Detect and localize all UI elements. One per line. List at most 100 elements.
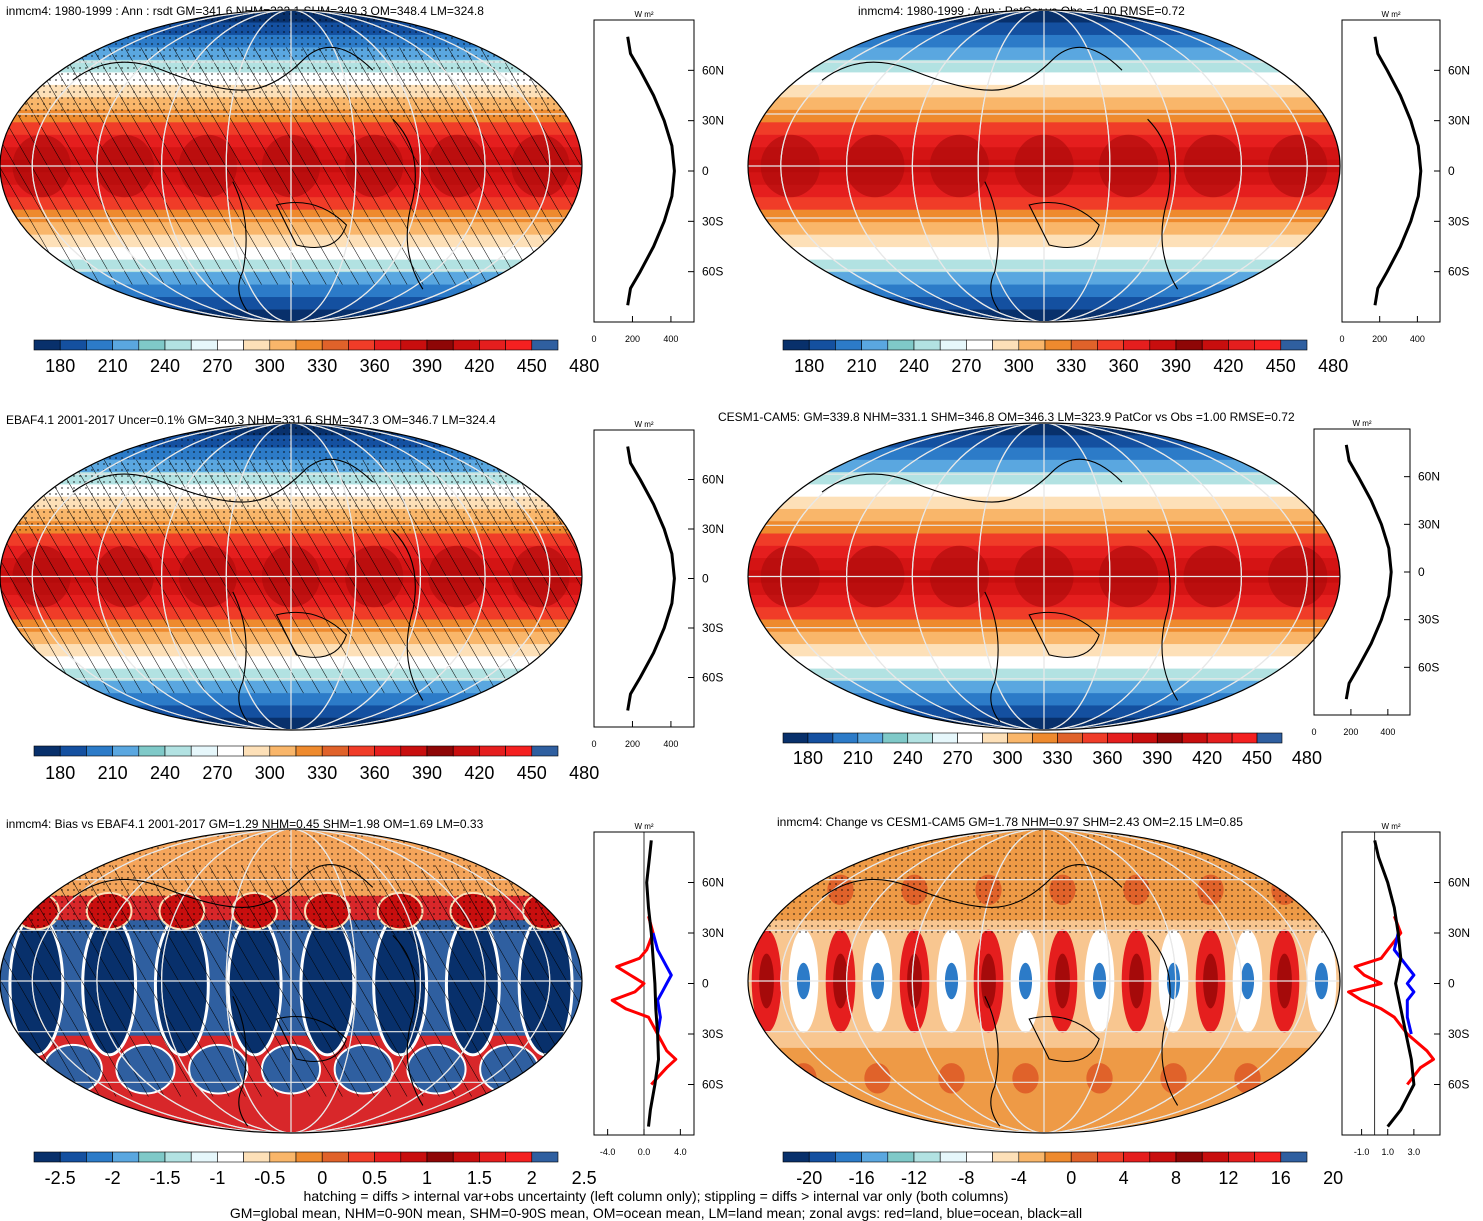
zonal-ylabel: 30N	[1418, 517, 1440, 531]
colorbar-tick-label: -20	[796, 1168, 822, 1188]
colorbar-swatch	[479, 745, 506, 757]
zonal-unit-label: W m²	[634, 420, 653, 429]
zonal-plot-bottom-right: W m² 60N 30N 0 30S 60S -1.0 1.0 3.0	[1341, 822, 1470, 1157]
zonal-frame	[593, 19, 695, 323]
zonal-ylabel: 60S	[1418, 660, 1439, 674]
map-coastline	[984, 591, 1001, 723]
colorbar-swatch	[321, 1151, 349, 1163]
map-coastline	[72, 864, 374, 908]
map-graticule-lon	[160, 423, 422, 730]
map-bottom-right	[747, 828, 1341, 1134]
zonal-ylabel: 30N	[1448, 114, 1470, 128]
map-graticule-lon	[977, 10, 1111, 322]
map-coastline	[1147, 935, 1179, 1106]
map-blob	[753, 874, 780, 905]
colorbar-swatch	[1181, 732, 1208, 744]
map-graticule-lon	[977, 829, 1111, 1133]
colorbar-swatch	[1123, 339, 1151, 351]
colorbar-swatch	[374, 1151, 402, 1163]
colorbar-swatch	[452, 339, 480, 351]
colorbar-tick-label: 4	[1119, 1168, 1129, 1188]
colorbar-swatch	[505, 745, 533, 757]
colorbar-swatch	[138, 1151, 166, 1163]
zonal-line-land	[1347, 915, 1435, 1086]
colorbar-tick-label: 1.5	[467, 1168, 492, 1188]
colorbar-tick-label: 12	[1218, 1168, 1238, 1188]
map-coastline	[1028, 611, 1100, 658]
colorbar-tick-label: 420	[464, 763, 494, 783]
colorbar-tick-label: -0.5	[254, 1168, 285, 1188]
colorbar-swatch	[857, 732, 884, 744]
colorbar-swatch	[531, 1151, 559, 1163]
colorbar-swatch	[59, 1151, 87, 1163]
map-coastline	[392, 118, 424, 290]
map-graticule-lon	[225, 423, 357, 730]
map-coastline	[232, 181, 249, 312]
colorbar-tick-label: 300	[255, 356, 285, 376]
map-coastline	[392, 530, 424, 701]
map-graticule-lon	[160, 829, 422, 1133]
zonal-xlabel: -4.0	[600, 1147, 616, 1157]
map-graticule-lon	[160, 10, 422, 322]
colorbar-tick-label: 360	[360, 356, 390, 376]
zonal-ylabel: 30S	[702, 1027, 723, 1041]
colorbar-tick-label: 450	[1242, 748, 1272, 768]
colorbar-swatch	[479, 1151, 506, 1163]
colorbar-tick-label: 240	[150, 356, 180, 376]
map-graticule-lon	[845, 829, 1243, 1133]
zonal-ylabel: 30S	[1448, 214, 1469, 228]
map-graticule-lon	[911, 423, 1177, 730]
map-outline	[0, 828, 583, 1134]
zonal-ylabel: 0	[1418, 565, 1425, 579]
colorbar-tick-label: 420	[1213, 356, 1243, 376]
map-graticule-lon	[780, 10, 1308, 322]
zonal-frame	[1341, 19, 1441, 323]
map-coastline	[821, 458, 1123, 503]
map-blob	[551, 1043, 582, 1095]
colorbar-tick-label: 330	[1056, 356, 1086, 376]
colorbar-tick-label: 240	[150, 763, 180, 783]
map-coastline	[232, 995, 249, 1127]
colorbar-swatch	[887, 339, 915, 351]
zonal-xlabel: 200	[1343, 727, 1358, 737]
map-graticule-lon	[96, 10, 486, 322]
colorbar-swatch	[452, 1151, 480, 1163]
colorbar-tick-label: 270	[951, 356, 981, 376]
colorbar-tick-label: 180	[794, 356, 824, 376]
colorbar-swatch	[782, 339, 810, 351]
colorbar-tick-label: 270	[943, 748, 973, 768]
colorbar-swatch	[835, 339, 862, 351]
colorbar-tick-label: -16	[849, 1168, 875, 1188]
zonal-plot-bottom-left: W m² 60N 30N 0 30S 60S -4.0 0.0 4.0	[593, 822, 724, 1157]
colorbar-swatch	[1018, 339, 1046, 351]
colorbar-swatch	[321, 745, 349, 757]
colorbar-swatch	[1070, 1151, 1098, 1163]
colorbar-swatch	[400, 745, 428, 757]
colorbar-swatch	[1032, 732, 1058, 744]
zonal-plot-middle-left: W m² 60N 30N 0 30S 60S 0 200 400	[591, 420, 724, 749]
colorbar-tick-label: 450	[517, 356, 547, 376]
map-outline	[0, 422, 583, 731]
zonal-ylabel: 60S	[1448, 1078, 1469, 1092]
zonal-xlabel: 1.0	[1381, 1147, 1394, 1157]
colorbar-bottom-left: -2.5 -2 -1.5 -1 -0.5 0 0.5 1 1.5 2 2.5	[33, 1151, 597, 1188]
zonal-ylabel: 60S	[702, 265, 723, 279]
zonal-unit-label: W m²	[634, 822, 653, 831]
map-outline	[747, 422, 1341, 731]
colorbar-tick-label: 2	[527, 1168, 537, 1188]
colorbar-swatch	[295, 339, 323, 351]
colorbar-swatch	[1097, 339, 1124, 351]
map-coastline	[1147, 530, 1179, 701]
colorbar-swatch	[112, 339, 140, 351]
map-coastline	[821, 864, 1123, 908]
colorbar-swatch	[164, 339, 192, 351]
panel-title-middle-right: CESM1-CAM5: GM=339.8 NHM=331.1 SHM=346.8…	[718, 410, 1295, 424]
colorbar-swatch	[479, 339, 506, 351]
colorbar-tick-label: -1	[209, 1168, 225, 1188]
colorbar-swatch	[1280, 339, 1308, 351]
colorbar-swatch	[269, 1151, 297, 1163]
map-blob	[1308, 1063, 1335, 1094]
colorbar-swatch	[1097, 1151, 1124, 1163]
colorbar-tick-label: 480	[1318, 356, 1348, 376]
